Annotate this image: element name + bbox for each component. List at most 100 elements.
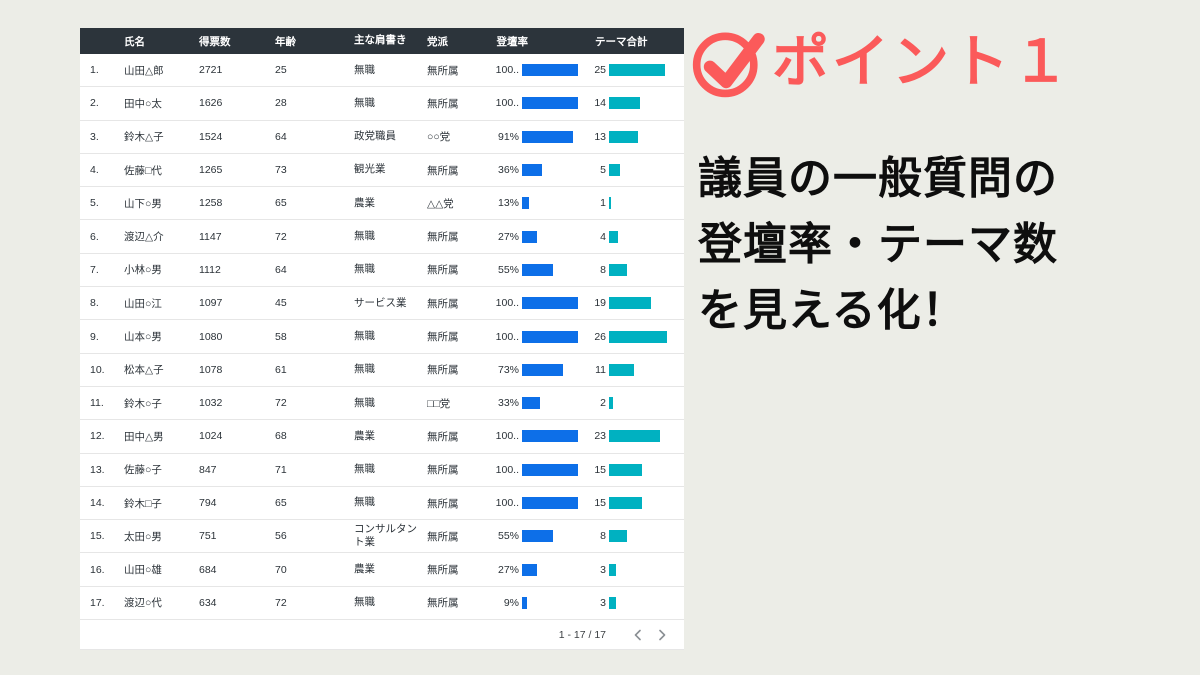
table-row: 11. 鈴木○子 1032 72 無職 □□党 33% 2 <box>80 386 684 421</box>
table-header-row: 氏名 得票数 年齢 主な肩書き 党派 登壇率 テーマ合計 <box>80 28 684 54</box>
theme-value: 3 <box>600 563 606 576</box>
table-row: 1. 山田△郎 2721 25 無職 無所属 100.. 25 <box>80 54 684 88</box>
table-row: 10. 松本△子 1078 61 無職 無所属 73% 11 <box>80 353 684 387</box>
table-body: 1. 山田△郎 2721 25 無職 無所属 100.. 25 2. 田中○太 <box>80 54 684 621</box>
pagination-range: 1 - 17 / 17 <box>558 628 606 641</box>
point-body-line1: 議員の一般質問の <box>698 154 1058 203</box>
table-row: 4. 佐藤□代 1265 73 観光業 無所属 36% 5 <box>80 153 684 188</box>
cell-rate: 27% <box>480 563 584 576</box>
cell-title: 農業 <box>354 563 375 576</box>
theme-bar-track <box>609 530 667 543</box>
cell-name: 渡辺△介 <box>124 231 164 244</box>
header-theme-total[interactable]: テーマ合計 <box>595 35 648 48</box>
cell-rate: 36% <box>480 164 584 177</box>
cell-rate: 100.. <box>480 97 584 110</box>
theme-bar-track <box>609 97 667 110</box>
header-age[interactable]: 年齢 <box>275 35 296 48</box>
cell-name: 田中△男 <box>124 430 164 443</box>
rate-bar <box>522 596 527 609</box>
cell-party: 無所属 <box>427 264 459 277</box>
theme-bar-track <box>609 197 667 210</box>
cell-name: 山下○男 <box>124 197 162 210</box>
cell-title: 無職 <box>354 329 375 342</box>
table-footer: 1 - 17 / 17 <box>80 620 684 651</box>
cell-votes: 1078 <box>199 363 223 376</box>
theme-value: 5 <box>600 164 606 177</box>
cell-title: 無職 <box>354 463 375 476</box>
row-number: 15. <box>90 530 105 543</box>
cell-age: 68 <box>275 430 287 443</box>
row-number: 7. <box>90 263 99 276</box>
cell-votes: 847 <box>199 463 217 476</box>
row-number: 2. <box>90 97 99 110</box>
header-votes[interactable]: 得票数 <box>199 35 231 48</box>
theme-value: 4 <box>600 230 606 243</box>
theme-bar <box>609 164 620 177</box>
theme-value: 23 <box>594 430 606 443</box>
cell-rate: 100.. <box>480 463 584 476</box>
rate-value: 33% <box>497 397 519 410</box>
cell-title: 観光業 <box>354 163 386 176</box>
cell-age: 45 <box>275 297 287 310</box>
header-name[interactable]: 氏名 <box>124 35 145 48</box>
cell-votes: 751 <box>199 530 217 543</box>
rate-bar-track <box>522 330 580 343</box>
cell-name: 佐藤○子 <box>124 464 162 477</box>
rate-value: 27% <box>497 563 519 576</box>
rate-bar-track <box>522 497 580 509</box>
rate-bar <box>522 263 553 276</box>
table-row: 14. 鈴木□子 794 65 無職 無所属 100.. 15 <box>80 486 684 521</box>
cell-theme-total: 14 <box>584 97 676 110</box>
row-number: 1. <box>90 64 99 77</box>
rate-bar-track <box>522 463 580 476</box>
cell-age: 25 <box>275 64 287 77</box>
rate-value: 100.. <box>495 463 519 476</box>
rate-bar-track <box>522 397 580 410</box>
row-number: 3. <box>90 130 99 143</box>
cell-name: 鈴木□子 <box>124 497 162 510</box>
cell-name: 佐藤□代 <box>124 164 162 177</box>
pagination-next-button[interactable] <box>650 623 674 647</box>
theme-bar-track <box>609 230 667 243</box>
cell-title: 無職 <box>354 63 375 76</box>
cell-votes: 1112 <box>199 263 221 276</box>
theme-bar <box>609 297 651 310</box>
theme-bar <box>609 530 627 543</box>
cell-title: 無職 <box>354 496 375 509</box>
theme-bar <box>609 197 611 210</box>
rate-bar <box>522 197 529 210</box>
rate-value: 73% <box>497 363 519 376</box>
header-rate[interactable]: 登壇率 <box>496 35 529 48</box>
theme-bar-track <box>609 164 667 177</box>
cell-rate: 55% <box>480 530 584 543</box>
rate-bar-track <box>522 230 580 243</box>
table-row: 17. 渡辺○代 634 72 無職 無所属 9% 3 <box>80 586 684 621</box>
checkmark-circle-icon <box>692 32 765 98</box>
pagination-prev-button[interactable] <box>626 623 650 647</box>
header-title[interactable]: 主な肩書き <box>354 34 407 47</box>
chevron-right-icon <box>659 629 666 640</box>
cell-party: 無所属 <box>427 497 459 510</box>
cell-votes: 1147 <box>199 230 222 243</box>
theme-bar-track <box>609 263 667 276</box>
theme-value: 14 <box>594 97 606 110</box>
cell-age: 58 <box>275 330 287 343</box>
theme-value: 8 <box>600 263 606 276</box>
cell-rate: 100.. <box>480 330 584 343</box>
row-number: 13. <box>90 463 105 476</box>
table-row: 8. 山田○江 1097 45 サービス業 無所属 100.. 19 <box>80 287 684 321</box>
rate-bar-track <box>522 297 580 310</box>
table-row: 6. 渡辺△介 1147 72 無職 無所属 27% 4 <box>80 220 684 254</box>
cell-age: 71 <box>275 463 287 476</box>
header-party[interactable]: 党派 <box>427 35 448 48</box>
theme-bar-track <box>609 596 667 609</box>
cell-name: 鈴木△子 <box>124 131 164 144</box>
theme-bar <box>609 230 618 243</box>
cell-theme-total: 19 <box>584 297 676 310</box>
cell-party: 無所属 <box>427 530 459 543</box>
theme-bar-track <box>609 64 667 77</box>
table-row: 2. 田中○太 1626 28 無職 無所属 100.. 14 <box>80 87 684 121</box>
cell-theme-total: 3 <box>584 563 676 576</box>
rate-bar <box>522 130 573 143</box>
